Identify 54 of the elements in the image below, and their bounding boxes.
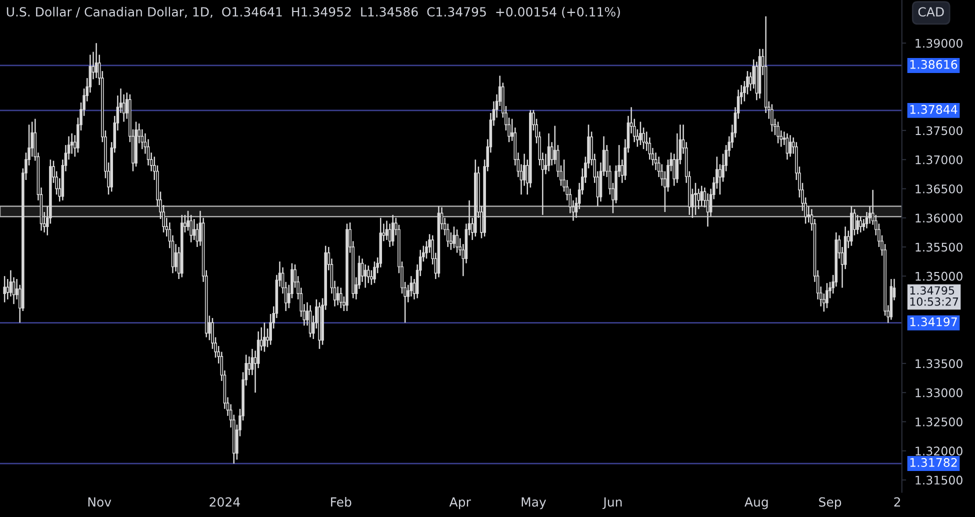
- y-tick-label: 1.33500: [916, 359, 962, 368]
- x-tick-label: 2024: [210, 497, 240, 507]
- candlestick: [373, 260, 376, 284]
- candlestick: [308, 304, 312, 338]
- y-tick-label: 1.37500: [916, 126, 962, 136]
- ref-line-label: 1.37844: [910, 104, 958, 114]
- candlestick: [672, 153, 676, 186]
- candlestick: [547, 132, 550, 172]
- y-tick-label: 1.35500: [916, 242, 962, 252]
- ref-line-label: 1.38616: [910, 60, 958, 69]
- candlestick: [190, 214, 192, 243]
- y-axis-title: CAD: [918, 7, 944, 17]
- y-tick-label: 1.32500: [916, 417, 962, 426]
- y-tick-label: 1.33000: [916, 388, 962, 398]
- y-tick-label: 1.36000: [916, 214, 962, 222]
- x-tick-label: Aug: [744, 497, 768, 510]
- ref-line-label: 1.34197: [910, 317, 957, 326]
- x-tick-label: Nov: [88, 497, 112, 507]
- candlestick: [770, 104, 774, 132]
- candlestick: [859, 216, 862, 234]
- candlestick: [856, 214, 859, 235]
- candlestick: [263, 322, 266, 352]
- candlestick: [639, 121, 642, 146]
- candlestick: [370, 270, 373, 286]
- candlestick: [391, 214, 394, 246]
- x-tick-label: Jun: [602, 497, 622, 510]
- x-tick-label: Apr: [449, 497, 471, 510]
- x-tick-label: 2: [894, 497, 900, 507]
- candlestick: [3, 275, 6, 303]
- chart-title: U.S. Dollar / Canadian Dollar, 1D, O1.34641 H1.34952 L1.34586 C1.34795 +0.00154 (+0.11%): [6, 6, 620, 18]
- candlestick: [826, 282, 828, 309]
- candlestick: [186, 210, 190, 232]
- candlestick: [456, 228, 458, 254]
- candlestick: [786, 132, 789, 160]
- x-tick-label: May: [522, 497, 546, 510]
- candlestick: [694, 182, 697, 216]
- ref-line-label: 1.31782: [910, 458, 957, 467]
- y-tick-label: 1.39000: [916, 38, 962, 48]
- candlestick: [752, 58, 755, 90]
- x-tick-label: Feb: [331, 497, 352, 507]
- candlestick: [788, 134, 792, 158]
- candlestick: [718, 164, 722, 196]
- y-tick-label: 1.36500: [916, 184, 962, 194]
- y-tick-label: 1.35000: [916, 272, 962, 281]
- candlestick: [339, 287, 342, 309]
- candlestick: [700, 185, 704, 207]
- text: 1.34795 10:53:27: [910, 286, 958, 306]
- candlestick: [366, 264, 370, 284]
- y-tick-label: 1.37000: [916, 155, 962, 164]
- y-tick-label: 1.32000: [916, 446, 962, 456]
- y-tick-label: 1.31500: [916, 476, 962, 485]
- candlestick: [776, 121, 780, 144]
- candlestick: [452, 226, 456, 249]
- x-tick-label: Sep: [819, 497, 842, 510]
